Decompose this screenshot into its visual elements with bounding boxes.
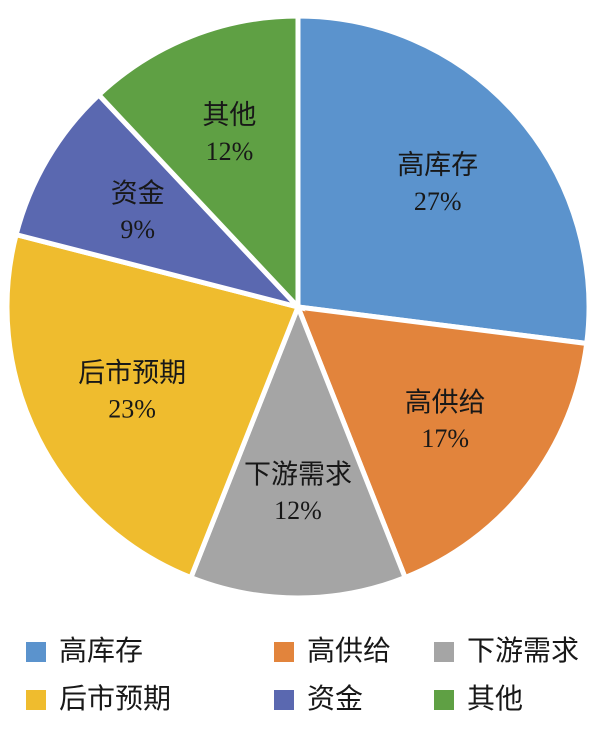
legend-color-swatch (26, 642, 46, 662)
legend-color-swatch (26, 690, 46, 710)
legend-color-swatch (434, 642, 454, 662)
pie-slice-label: 其他 (202, 100, 256, 130)
legend-grid: 高库存 高供给 下游需求后市预期 资金 其他 (0, 628, 600, 724)
pie-chart-plot-area: 高库存 27% 高供给 17% 下游需求 12% 后市预期 23% 资金 9% 其他 12% (4, 13, 592, 601)
legend-item-label: 高供给 (307, 636, 392, 667)
pie-slice-value: 9% (120, 215, 155, 244)
pie-slice-label: 高库存 (397, 150, 478, 180)
pie-slice-label: 下游需求 (244, 459, 352, 489)
legend-color-swatch (274, 690, 294, 710)
legend-item-label: 其他 (467, 684, 524, 715)
pie-slice[interactable] (13, 91, 306, 312)
legend-color-swatch (434, 690, 454, 710)
pie-slice-value: 12% (206, 137, 254, 166)
pie-slice[interactable] (294, 303, 590, 581)
pie-svg: 高库存 27% 高供给 17% 下游需求 12% 后市预期 23% 资金 9% 其他 12% (4, 13, 592, 601)
chart-legend: 高库存 高供给 下游需求后市预期 资金 其他 (0, 620, 600, 730)
legend-item[interactable]: 高库存 (26, 628, 274, 676)
legend-color-swatch (274, 642, 294, 662)
legend-item-label: 高库存 (59, 636, 144, 667)
pie-slice[interactable] (187, 300, 409, 601)
pie-slice-labels-group: 高库存 27% 高供给 17% 下游需求 12% 后市预期 23% 资金 9% 其他 12% (78, 100, 486, 525)
legend-item-label: 资金 (307, 684, 364, 715)
legend-item[interactable]: 资金 (274, 676, 434, 724)
legend-item[interactable]: 其他 (434, 676, 600, 724)
pie-slice[interactable] (295, 13, 592, 347)
pie-slice-value: 17% (421, 424, 469, 453)
legend-item[interactable]: 高供给 (274, 628, 434, 676)
pie-slice-value: 23% (108, 395, 156, 424)
pie-slices-group (4, 13, 592, 601)
legend-item[interactable]: 后市预期 (26, 676, 274, 724)
pie-slice-label: 高供给 (405, 387, 486, 417)
legend-item-label: 下游需求 (467, 636, 580, 667)
pie-slice-value: 27% (414, 187, 462, 216)
pie-slice-label: 后市预期 (78, 358, 186, 388)
pie-slice-label: 资金 (111, 178, 165, 208)
legend-item-label: 后市预期 (59, 684, 172, 715)
pie-slice[interactable] (95, 13, 301, 314)
pie-slice-value: 12% (274, 496, 322, 525)
pie-slice[interactable] (4, 231, 302, 581)
legend-item[interactable]: 下游需求 (434, 628, 600, 676)
